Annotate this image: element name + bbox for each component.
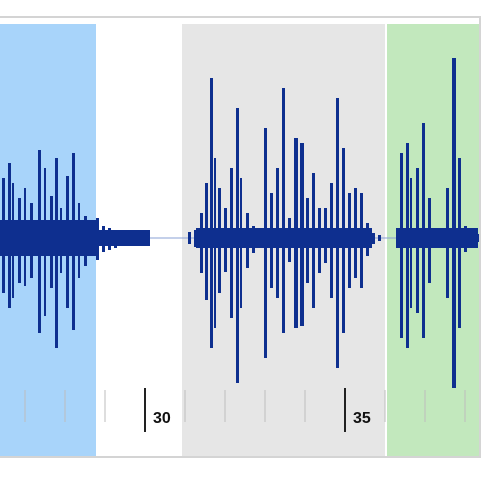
waveform-body bbox=[196, 228, 372, 248]
waveform-peak bbox=[210, 78, 213, 348]
waveform-body bbox=[96, 230, 150, 246]
waveform-peak bbox=[194, 230, 197, 247]
waveform-peak bbox=[378, 235, 381, 241]
waveform-body bbox=[0, 220, 96, 256]
waveform-peak bbox=[188, 232, 191, 244]
timeline-ruler bbox=[24, 388, 466, 432]
timeline-label-30: 30 bbox=[153, 410, 171, 427]
timeline-label-35: 35 bbox=[353, 410, 371, 427]
waveform-body bbox=[396, 228, 478, 248]
waveform-peak bbox=[452, 58, 456, 388]
waveform-peak bbox=[372, 233, 375, 244]
waveform bbox=[0, 58, 479, 388]
waveform-canvas[interactable] bbox=[0, 18, 479, 456]
audio-editor-track[interactable]: 30 35 bbox=[0, 16, 481, 458]
waveform-peak bbox=[282, 88, 285, 333]
